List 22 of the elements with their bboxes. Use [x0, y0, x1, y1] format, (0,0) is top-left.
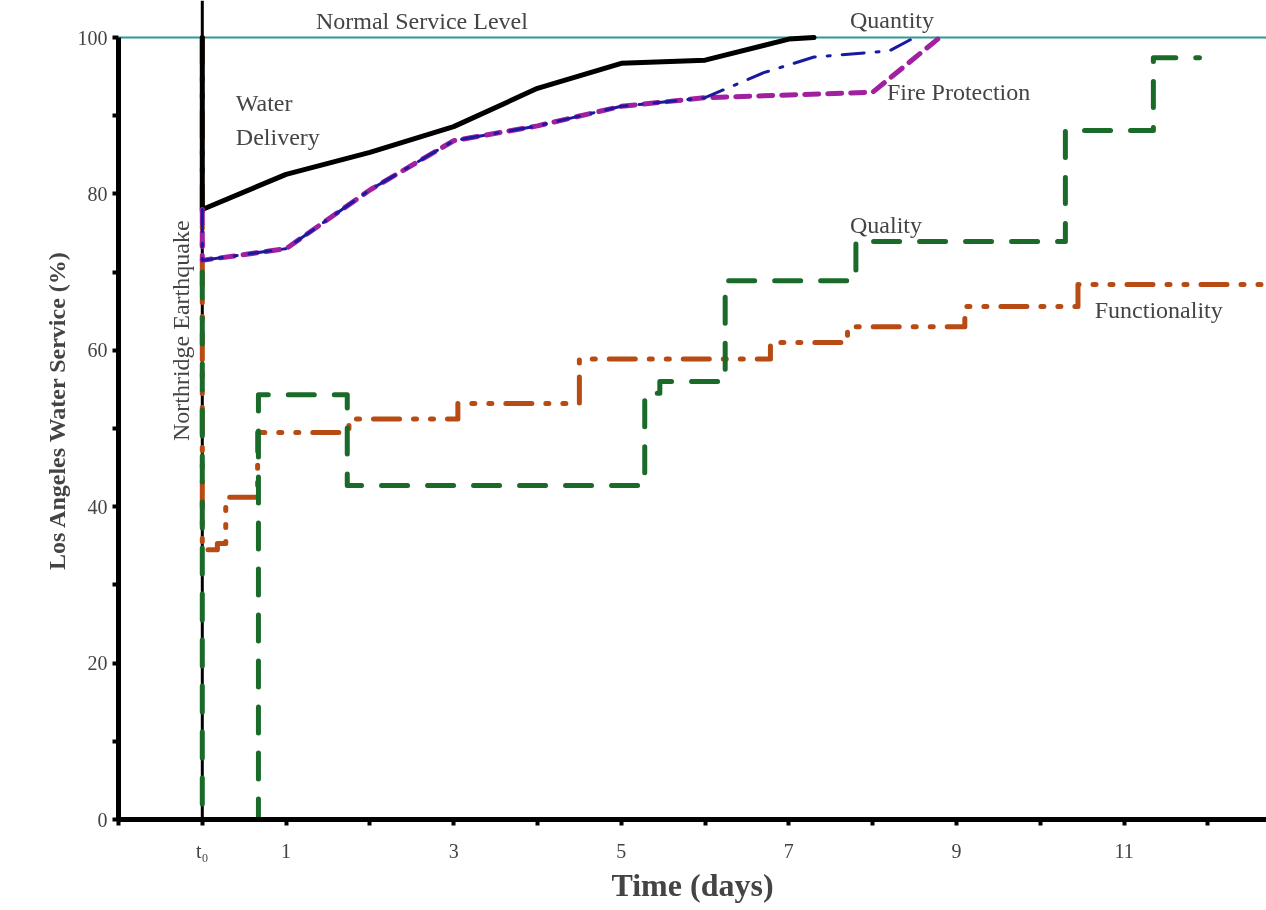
x-tick-label: 1 [281, 839, 292, 862]
y-tick-label: 100 [77, 26, 108, 49]
y-tick-label: 20 [87, 652, 108, 675]
y-axis-title: Los Angeles Water Service (%) [43, 252, 70, 570]
ref-line-label: Normal Service Level [315, 7, 529, 34]
x-tick-label: 3 [448, 839, 459, 862]
series-label: Fire Protection [886, 79, 1031, 106]
x-axis-title: Time (days) [611, 866, 774, 903]
series-label: Functionality [1094, 297, 1223, 324]
series-label: Quality [850, 212, 923, 239]
y-tick-label: 0 [97, 808, 108, 831]
series-label: Quantity [850, 6, 935, 33]
x-tick-label: 9 [951, 839, 962, 862]
x-tick-label: 5 [616, 839, 627, 862]
ref-line-label: Northridge Earthquake [168, 220, 195, 442]
y-tick-label: 40 [87, 495, 108, 518]
x-tick-label: t₀ [196, 839, 209, 862]
series-label: Water Delivery [235, 90, 320, 151]
y-tick-label: 60 [87, 339, 108, 362]
y-tick-label: 80 [87, 182, 108, 205]
x-tick-label: 7 [783, 839, 794, 862]
x-tick-label: 11 [1114, 839, 1134, 862]
